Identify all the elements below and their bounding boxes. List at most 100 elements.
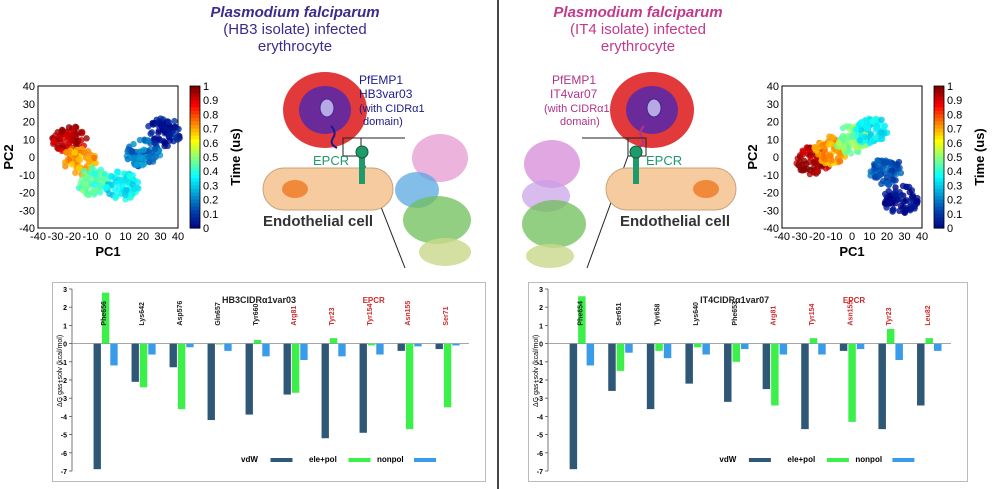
colorbar-segment <box>934 220 944 226</box>
trajectory-point <box>796 158 803 166</box>
bar-vdW <box>762 343 771 390</box>
pca-scatter-it4: -40 -30 -20 -10 0 10 20 30 40403020100-10-20-30-… <box>745 81 987 259</box>
x-tick-label: -40 <box>30 231 46 243</box>
y-tick-label: -7 <box>537 469 543 476</box>
epcr-label: EPCR <box>313 153 349 168</box>
cluster <box>852 115 891 147</box>
colorbar-tick-label: 0.4 <box>203 166 218 178</box>
y-tick-label: 2 <box>63 305 67 312</box>
y-tick-label: -6 <box>537 451 543 458</box>
category-label: Tyr23 <box>886 307 893 325</box>
colorbar-segment <box>190 86 200 91</box>
trajectory-point <box>890 190 898 197</box>
colorbar-segment <box>934 171 944 176</box>
colorbar-tick-label: 0.4 <box>947 166 962 178</box>
colorbar-tick-label: 0.2 <box>203 195 218 207</box>
y-tick-label: 3 <box>539 287 543 294</box>
infection-diagram-it4: PfEMP1 IT4var07 (with CIDRα1 domain) EPC… <box>522 72 737 269</box>
trajectory-point <box>836 157 843 165</box>
trajectory-point <box>171 123 179 131</box>
colorbar-segment <box>934 160 944 165</box>
bar-nonpol <box>414 343 422 347</box>
trajectory-point <box>151 139 158 147</box>
colorbar-tick-label: 0.6 <box>203 138 218 150</box>
bar-ele+pol <box>139 343 148 388</box>
bar-vdW <box>608 343 616 391</box>
trajectory-point <box>113 180 121 187</box>
bar-nonpol <box>452 343 460 346</box>
pfemp1-label: PfEMP1 <box>552 73 596 87</box>
bar-vdW <box>801 343 809 430</box>
colorbar-frame <box>189 85 201 229</box>
bar-nonpol <box>338 343 346 357</box>
y-tick-label: -10 <box>763 170 779 182</box>
trajectory-point <box>78 136 85 144</box>
colorbar-segment <box>190 110 200 115</box>
colorbar-segment <box>190 206 200 211</box>
endothelial-label: Endothelial cell <box>620 213 730 230</box>
colorbar-segment <box>934 157 944 162</box>
trajectory-point <box>114 189 121 196</box>
trajectory-point <box>127 194 135 201</box>
trajectory-point <box>165 118 172 126</box>
epcr-label: EPCR <box>646 153 682 168</box>
colorbar-tick-label: 0.9 <box>203 95 218 107</box>
y-tick-label: 0 <box>539 342 543 349</box>
colorbar-segment <box>190 164 200 169</box>
colorbar-segment <box>934 132 944 137</box>
bar-vdW <box>131 343 139 382</box>
trajectory-point <box>123 187 130 194</box>
y-tick-label: -7 <box>61 469 67 476</box>
x-tick-label: -40 <box>774 231 790 243</box>
pfemp1-var-label: IT4var07 <box>550 87 598 101</box>
colorbar-tick-label: 0.1 <box>203 209 218 221</box>
y-tick-label: -10 <box>19 170 35 182</box>
colorbar-segment <box>934 86 944 91</box>
colorbar-segment <box>934 121 944 126</box>
trajectory-point <box>822 150 829 157</box>
colorbar-tick-label: 0.7 <box>947 124 962 136</box>
trajectory-point <box>82 183 90 191</box>
colorbar-segment <box>934 178 944 183</box>
colorbar-segment <box>190 139 200 144</box>
trajectory-point <box>152 145 159 153</box>
colorbar-segment <box>934 217 944 222</box>
cluster <box>881 182 921 216</box>
title-organism: Plasmodium falciparum <box>210 4 380 21</box>
trajectory-point <box>825 141 832 148</box>
colorbar-segment <box>934 213 944 218</box>
colorbar-segment <box>190 149 200 155</box>
trajectory-point <box>856 137 863 144</box>
bar-vdW <box>397 343 405 351</box>
bar-vdW <box>207 343 215 421</box>
colorbar-segment <box>190 100 200 105</box>
trajectory-point <box>866 139 874 147</box>
x-tick-label: -30 <box>792 231 808 243</box>
trajectory-point <box>139 161 146 169</box>
x-tick-label: 10 <box>863 231 875 243</box>
y-tick-label: 20 <box>23 117 35 129</box>
protein-domain-lower <box>522 200 586 248</box>
protein-domain-base <box>419 238 471 266</box>
trajectory-point <box>124 178 131 186</box>
domain-label: HB3CIDRα1var03 <box>222 295 296 305</box>
title-erythrocyte: erythrocyte <box>257 38 333 55</box>
bar-nonpol <box>934 343 942 351</box>
colorbar-segment <box>934 153 944 158</box>
colorbar-segment <box>934 224 944 229</box>
bar-ele+pol <box>291 343 300 393</box>
colorbar-segment <box>190 135 200 140</box>
trajectory-point <box>897 169 905 177</box>
pfemp1-label: PfEMP1 <box>359 73 403 87</box>
trajectory-point <box>136 154 144 161</box>
trajectory-point <box>871 174 879 181</box>
colorbar-segment <box>934 117 944 123</box>
epcr-group-label: EPCR <box>843 296 865 305</box>
colorbar-segment <box>190 125 200 130</box>
trajectory-point <box>857 126 865 134</box>
bar-ele+pol <box>809 338 818 344</box>
trajectory-point <box>130 186 138 193</box>
trajectory-point <box>858 119 865 126</box>
y-tick-label: -30 <box>19 205 35 217</box>
colorbar-segment <box>934 93 944 98</box>
